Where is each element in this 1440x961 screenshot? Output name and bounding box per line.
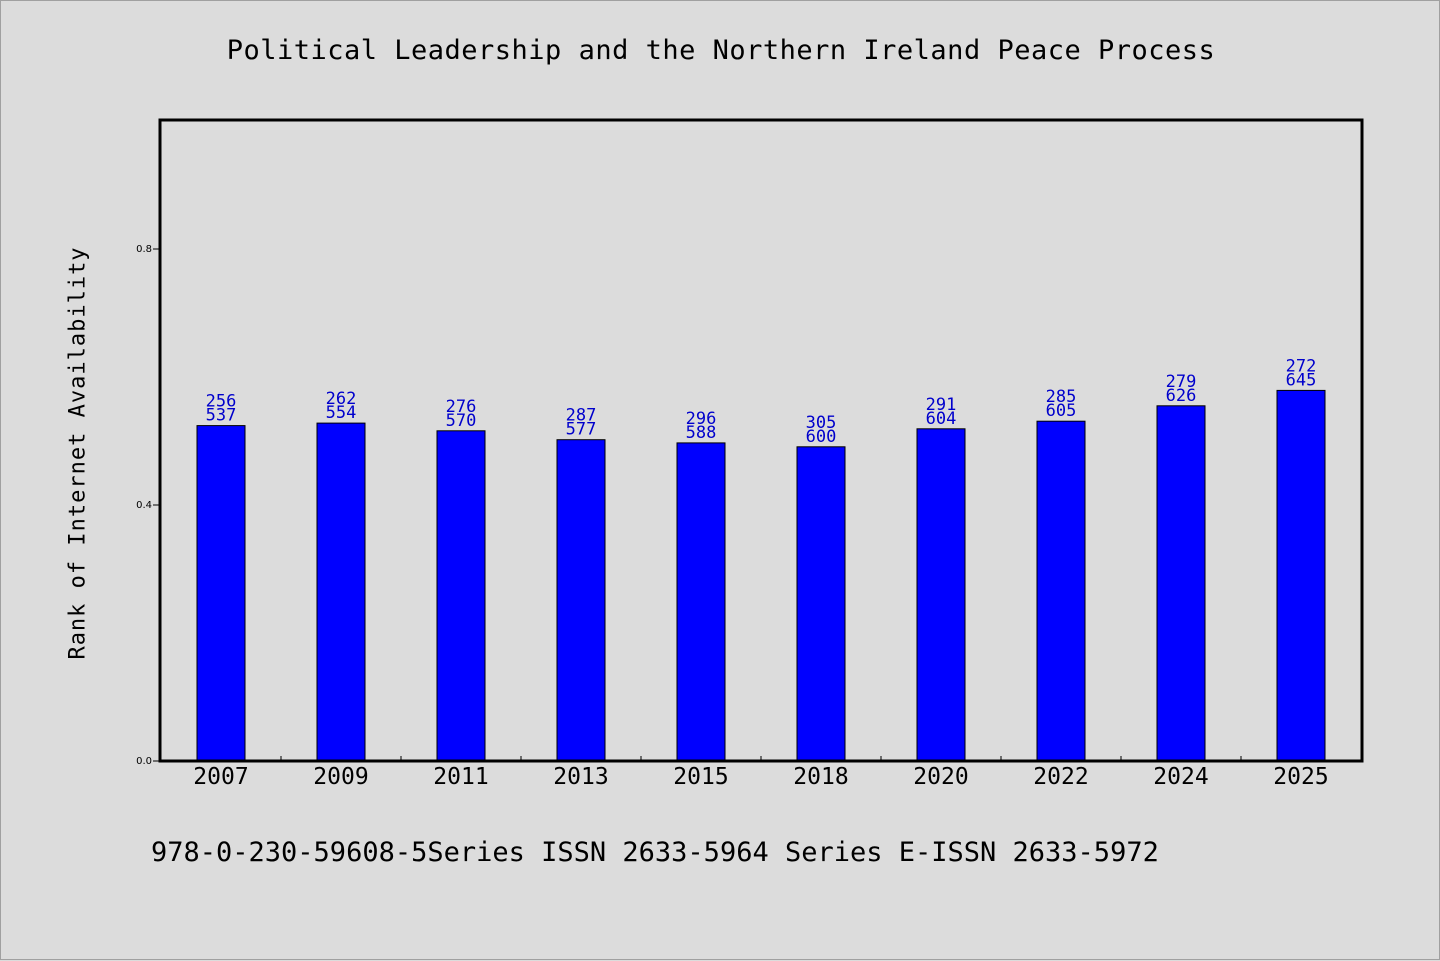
bar-label-top: 296 (686, 409, 717, 429)
bar-label-top: 291 (926, 395, 957, 415)
y-tick-label: 0.8 (136, 244, 152, 255)
bar-label-top: 305 (806, 413, 837, 433)
bar-label-bottom: 605 (1046, 401, 1077, 421)
y-tick-label: 0.0 (136, 756, 152, 767)
bar-2024 (1156, 405, 1206, 762)
bar-2007 (196, 425, 246, 762)
bar-label-top: 276 (446, 397, 477, 417)
x-tick-label: 2007 (193, 764, 248, 790)
bar-label-bottom: 604 (926, 409, 957, 429)
x-tick-label: 2009 (313, 764, 368, 790)
bar-label-bottom: 588 (686, 423, 717, 443)
bar-label-bottom: 554 (326, 403, 357, 423)
x-tick-label: 2024 (1153, 764, 1208, 790)
x-tick-label: 2018 (793, 764, 848, 790)
x-tick-label: 2015 (673, 764, 728, 790)
bar-label-bottom: 626 (1166, 386, 1197, 406)
x-tick-label: 2013 (553, 764, 608, 790)
ticks-layer: 2007 2009 2011 2013 2015 2018 2020 2022 2024 2025… (136, 244, 1329, 790)
bar-2025 (1276, 389, 1326, 762)
plot-area (158, 118, 1364, 763)
bar-label-top: 262 (326, 389, 357, 409)
x-tick-label: 2022 (1033, 764, 1088, 790)
bar-2009 (316, 422, 366, 762)
bar-2020 (916, 428, 966, 762)
bar-label-bottom: 645 (1286, 370, 1317, 390)
chart-title: Political Leadership and the Northern Ir… (226, 35, 1216, 66)
bar-2015 (676, 442, 726, 762)
bar-label-bottom: 570 (446, 411, 477, 431)
bar-2013 (556, 439, 606, 762)
bar-label-bottom: 600 (806, 427, 837, 447)
bar-label-top: 279 (1166, 372, 1197, 392)
bar-2022 (1036, 420, 1086, 762)
bar-label-top: 287 (566, 406, 597, 426)
y-tick-label: 0.4 (136, 500, 152, 511)
x-tick-label: 2011 (433, 764, 488, 790)
bar-label-bottom: 577 (566, 420, 597, 440)
bar-label-top: 256 (206, 392, 237, 412)
x-tick-label: 2020 (913, 764, 968, 790)
bar-label-top: 272 (1286, 356, 1317, 376)
bar-2011 (436, 430, 486, 762)
footer-isbn-issn: 978-0-230-59608-5Series ISSN 2633-5964 S… (151, 837, 1159, 868)
bar-label-top: 285 (1046, 387, 1077, 407)
bar-label-bottom: 537 (206, 406, 237, 426)
bar-2018 (796, 446, 846, 762)
x-tick-label: 2025 (1273, 764, 1328, 790)
